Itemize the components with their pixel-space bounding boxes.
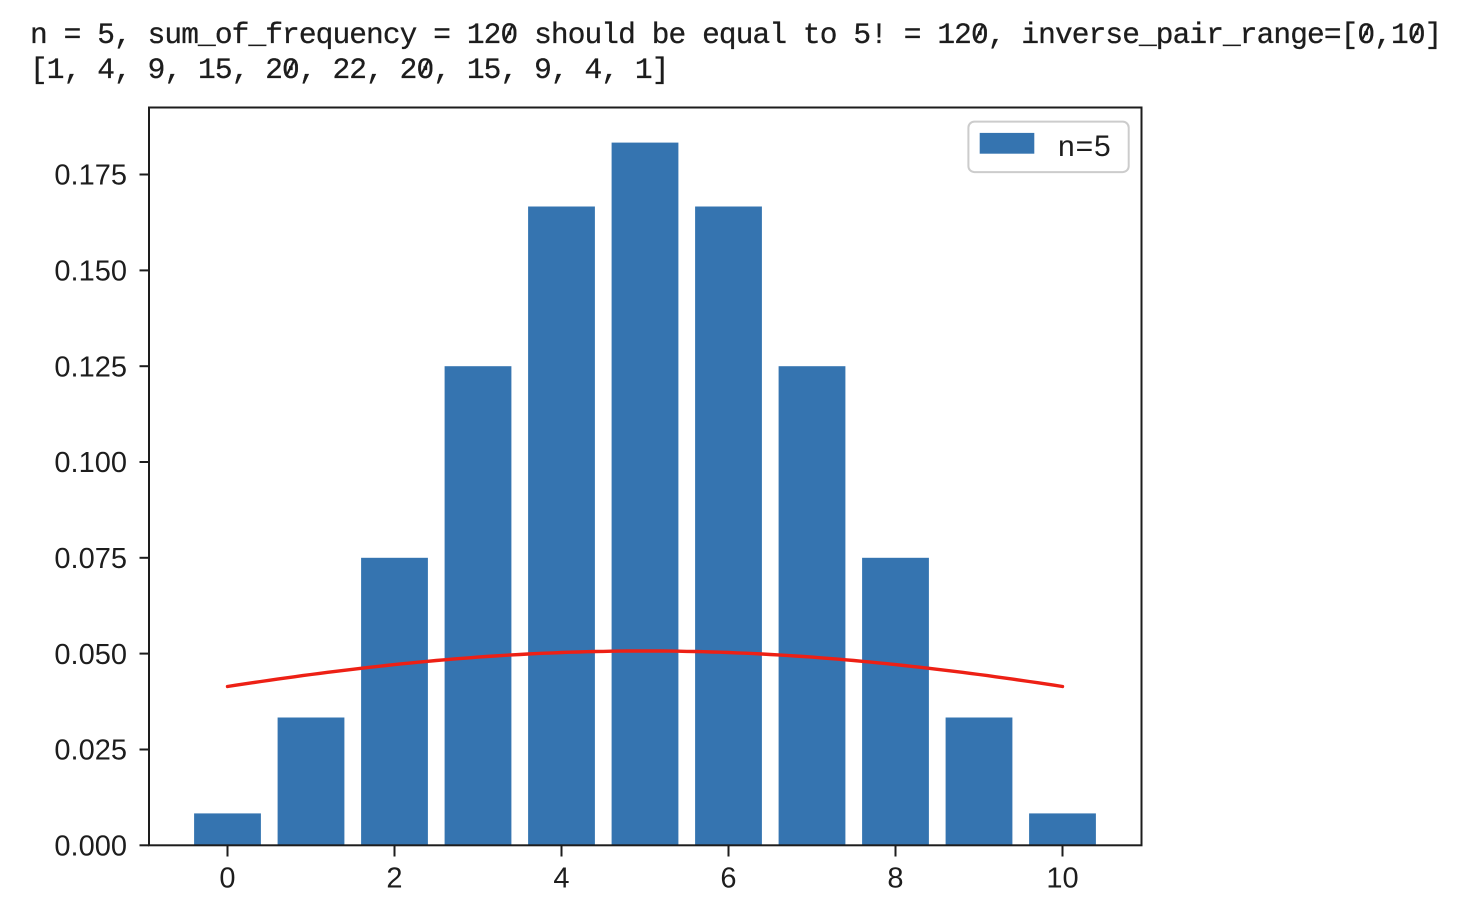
svg-text:[1, 4, 9, 15, 20, 22, 20, 15,: [1, 4, 9, 15, 20, 22, 20, 15, 9, 4, 1] — [30, 53, 669, 87]
svg-text:0: 0 — [219, 863, 235, 895]
svg-text:n = 5, sum_of_frequency = 120: n = 5, sum_of_frequency = 120 should be … — [30, 18, 1441, 52]
svg-text:6: 6 — [720, 863, 736, 895]
svg-text:n=5: n=5 — [1058, 130, 1112, 163]
svg-text:2: 2 — [386, 863, 402, 895]
svg-text:4: 4 — [553, 863, 569, 895]
svg-text:0.075: 0.075 — [54, 543, 127, 575]
svg-text:0.000: 0.000 — [54, 831, 127, 863]
svg-text:0.100: 0.100 — [54, 447, 127, 479]
svg-text:10: 10 — [1046, 863, 1078, 895]
svg-text:8: 8 — [887, 863, 903, 895]
svg-text:0.175: 0.175 — [54, 160, 127, 192]
svg-text:0.025: 0.025 — [54, 735, 127, 767]
svg-text:0.125: 0.125 — [54, 351, 127, 383]
svg-text:0.050: 0.050 — [54, 639, 127, 671]
svg-text:0.150: 0.150 — [54, 256, 127, 288]
